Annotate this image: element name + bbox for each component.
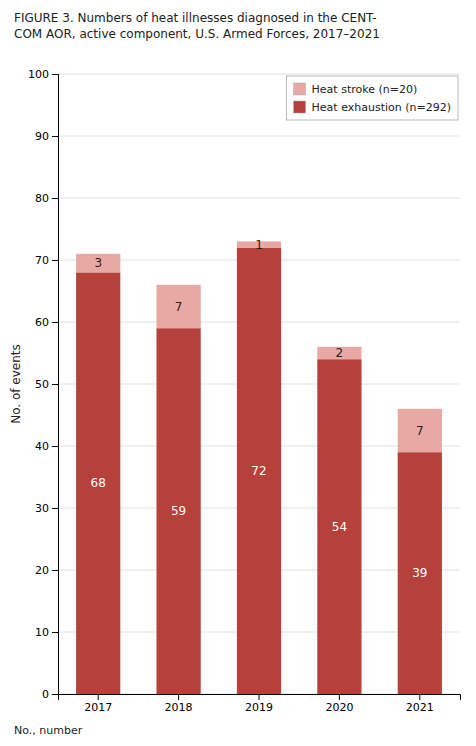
y-tick-mark (52, 260, 58, 261)
y-tick: 50 (35, 378, 58, 391)
y-tick: 100 (28, 68, 58, 81)
legend-swatch (294, 101, 306, 113)
x-tick-mark (419, 694, 420, 700)
y-tick-mark (52, 570, 58, 571)
x-tick-label: 2021 (406, 701, 434, 714)
data-label: 72 (251, 464, 266, 478)
bar (398, 409, 442, 452)
x-tick-mark (178, 694, 179, 700)
y-tick-mark (52, 74, 58, 75)
title-line: FIGURE 3. Numbers of heat illnesses diag… (14, 11, 377, 25)
y-tick: 60 (35, 316, 58, 329)
data-label: 59 (171, 504, 186, 518)
data-label: 1 (255, 238, 263, 252)
y-tick-label: 100 (28, 68, 49, 81)
x-tick-label: 2020 (325, 701, 353, 714)
x-tick: 2020 (325, 694, 353, 714)
data-label: 7 (416, 424, 424, 438)
y-tick-mark (52, 322, 58, 323)
y-tick-mark (52, 136, 58, 137)
data-label: 39 (412, 566, 427, 580)
grid-line (58, 74, 460, 75)
legend-label: Heat exhaustion (n=292) (312, 101, 451, 114)
y-tick: 0 (42, 688, 58, 701)
bar (398, 452, 442, 694)
y-tick: 20 (35, 564, 58, 577)
y-tick-label: 50 (35, 378, 49, 391)
y-tick-mark (52, 694, 58, 695)
y-tick-label: 10 (35, 626, 49, 639)
y-tick: 30 (35, 502, 58, 515)
x-tick-label: 2019 (245, 701, 273, 714)
y-tick-mark (52, 632, 58, 633)
x-tick: 2018 (165, 694, 193, 714)
x-tick-label: 2018 (165, 701, 193, 714)
bar (156, 328, 200, 694)
y-axis-line (52, 75, 59, 695)
y-tick: 40 (35, 440, 58, 453)
chart: FIGURE 3. Numbers of heat illnesses diag… (0, 0, 476, 746)
y-tick-mark (52, 384, 58, 385)
x-tick-label: 2017 (84, 701, 112, 714)
y-tick-mark (52, 446, 58, 447)
data-label: 3 (94, 256, 102, 270)
grid (58, 74, 460, 694)
legend-frame (287, 76, 458, 120)
x-tick: 2021 (406, 694, 434, 714)
legend-item: Heat exhaustion (n=292) (294, 101, 451, 114)
x-tick: 2019 (245, 694, 273, 714)
x-tick: 2017 (84, 694, 112, 714)
y-tick-label: 60 (35, 316, 49, 329)
bars (76, 241, 442, 694)
bar (76, 272, 120, 694)
x-axis-line (59, 695, 461, 701)
legend-item: Heat stroke (n=20) (294, 83, 418, 96)
x-tick-mark (259, 694, 260, 700)
y-tick-label: 70 (35, 254, 49, 267)
y-axis-title: No. of events (9, 344, 23, 424)
y-tick-label: 40 (35, 440, 49, 453)
bar (317, 359, 361, 694)
grid-line (58, 198, 460, 199)
y-tick-label: 30 (35, 502, 49, 515)
y-tick-mark (52, 198, 58, 199)
x-tick-mark (98, 694, 99, 700)
data-label: 68 (91, 476, 106, 490)
footnote: No., number (14, 724, 83, 737)
y-tick-mark (52, 508, 58, 509)
grid-line (58, 136, 460, 137)
data-label: 54 (332, 520, 347, 534)
bar (156, 285, 200, 328)
legend: Heat stroke (n=20) Heat exhaustion (n=292… (287, 76, 458, 120)
title: FIGURE 3. Numbers of heat illnesses diag… (14, 11, 380, 41)
bar (237, 248, 281, 694)
legend-label: Heat stroke (n=20) (312, 83, 418, 96)
y-tick: 70 (35, 254, 58, 267)
data-labels: 68 59 72 54 39 3 7 1 2 7 (91, 238, 428, 581)
x-axis: 2017 2018 2019 2020 2021 (59, 694, 461, 714)
data-label: 7 (175, 300, 183, 314)
bar (317, 347, 361, 359)
y-tick-label: 0 (42, 688, 49, 701)
y-tick: 10 (35, 626, 58, 639)
title-line: COM AOR, active component, U.S. Armed Fo… (14, 27, 380, 41)
bar (76, 254, 120, 273)
y-axis: 0 10 20 30 40 50 60 70 80 90 100 (28, 68, 59, 701)
x-tick-mark (339, 694, 340, 700)
plot: 6859725439371270102030405060708090100201… (28, 68, 461, 714)
y-tick-label: 80 (35, 192, 49, 205)
y-tick: 90 (35, 130, 58, 143)
y-tick-label: 20 (35, 564, 49, 577)
legend-swatch (294, 83, 306, 95)
data-label: 2 (336, 346, 344, 360)
y-tick-label: 90 (35, 130, 49, 143)
y-tick: 80 (35, 192, 58, 205)
